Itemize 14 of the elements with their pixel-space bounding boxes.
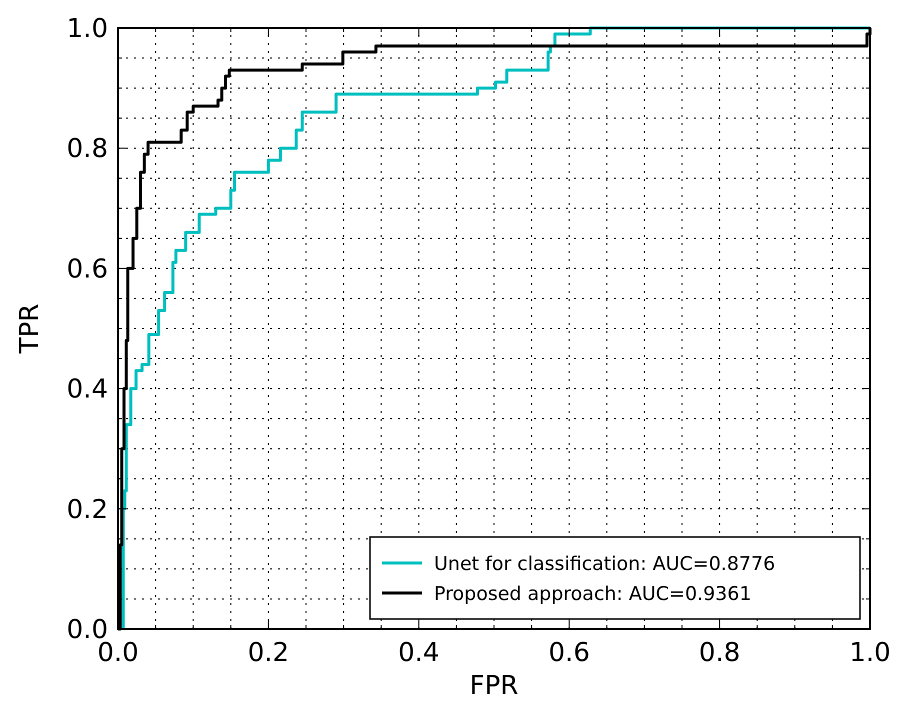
x-tick-label: 0.4: [398, 638, 440, 668]
y-tick-label: 0.8: [66, 134, 108, 164]
legend-label: Proposed approach: AUC=0.9361: [434, 583, 752, 605]
x-tick-label: 1.0: [849, 638, 891, 668]
y-axis-title: TPR: [15, 304, 45, 354]
legend-label: Unet for classification: AUC=0.8776: [434, 553, 776, 575]
x-axis-title: FPR: [470, 671, 518, 701]
x-tick-label: 0.2: [248, 638, 290, 668]
y-tick-label: 1.0: [66, 14, 108, 44]
y-tick-label: 0.6: [66, 254, 108, 284]
x-tick-label: 0.6: [548, 638, 590, 668]
y-tick-label: 0.4: [66, 374, 108, 405]
y-tick-label: 0.2: [66, 494, 108, 525]
x-tick-label: 0.8: [698, 638, 740, 668]
